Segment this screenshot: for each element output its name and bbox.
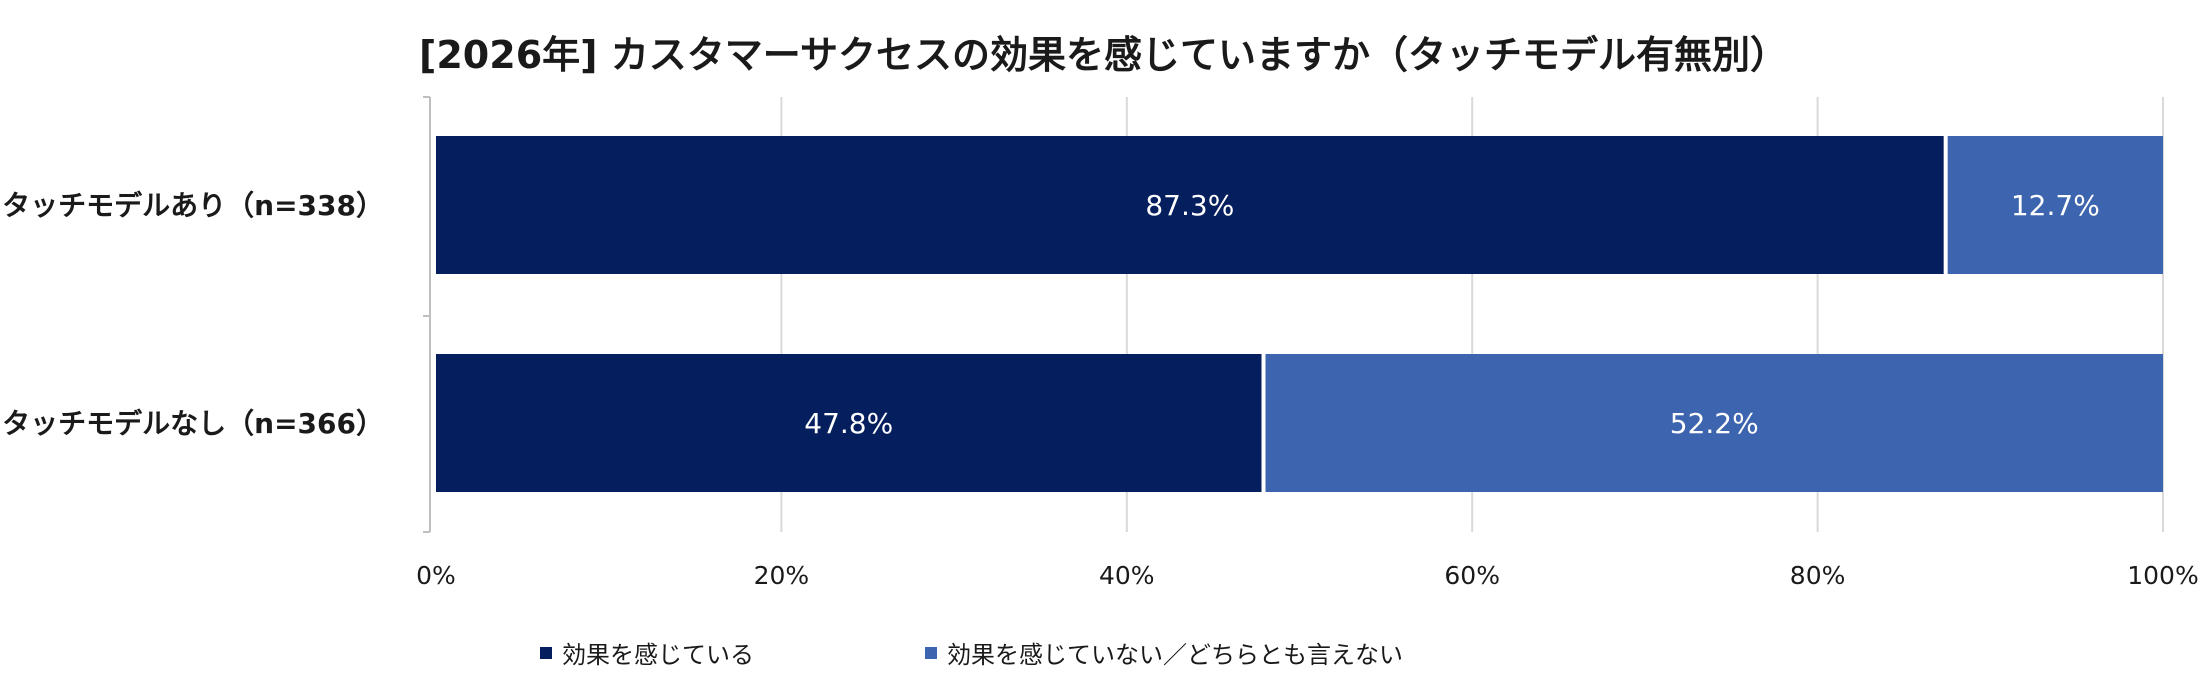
category-labels: タッチモデルあり（n=338） タッチモデルなし（n=366）	[2, 189, 384, 440]
bars	[436, 136, 2163, 492]
legend-label-1: 効果を感じていない／どちらとも言えない	[947, 641, 1403, 669]
x-tick-label-80: 80%	[1790, 561, 1846, 590]
bar-0-1	[1947, 136, 2163, 274]
data-label-1-1: 52.2%	[1670, 407, 1759, 440]
legend-item-0: 効果を感じている	[540, 635, 754, 670]
data-label-1-0: 47.8%	[804, 407, 893, 440]
category-label-0: タッチモデルあり（n=338）	[2, 189, 384, 222]
category-label-1: タッチモデルなし（n=366）	[2, 407, 384, 440]
legend-label-0: 効果を感じている	[562, 641, 754, 669]
bar-1-0	[436, 354, 1262, 492]
bar-1-1	[1265, 354, 2163, 492]
bar-0-0	[436, 136, 1944, 274]
x-tick-label-60: 60%	[1444, 561, 1500, 590]
legend-swatch-1	[925, 646, 937, 659]
x-tick-label-100: 100%	[2127, 561, 2198, 590]
chart-title: [2026年] カスタマーサクセスの効果を感じていますか（タッチモデル有無別）	[419, 33, 1788, 77]
category-axis	[423, 96, 431, 533]
legend-item-1: 効果を感じていない／どちらとも言えない	[925, 635, 1403, 670]
x-tick-label-20: 20%	[754, 561, 810, 590]
x-tick-label-0: 0%	[416, 561, 456, 590]
data-labels: 87.3% 12.7% 47.8% 52.2%	[804, 189, 2100, 440]
legend-swatch-0	[540, 646, 552, 659]
data-label-0-1: 12.7%	[2011, 189, 2100, 222]
data-label-0-0: 87.3%	[1145, 189, 1234, 222]
x-tick-label-40: 40%	[1099, 561, 1155, 590]
legend: 効果を感じている 効果を感じていない／どちらとも言えない	[0, 635, 2207, 671]
x-tick-labels: 0% 20% 40% 60% 80% 100%	[416, 561, 2199, 590]
